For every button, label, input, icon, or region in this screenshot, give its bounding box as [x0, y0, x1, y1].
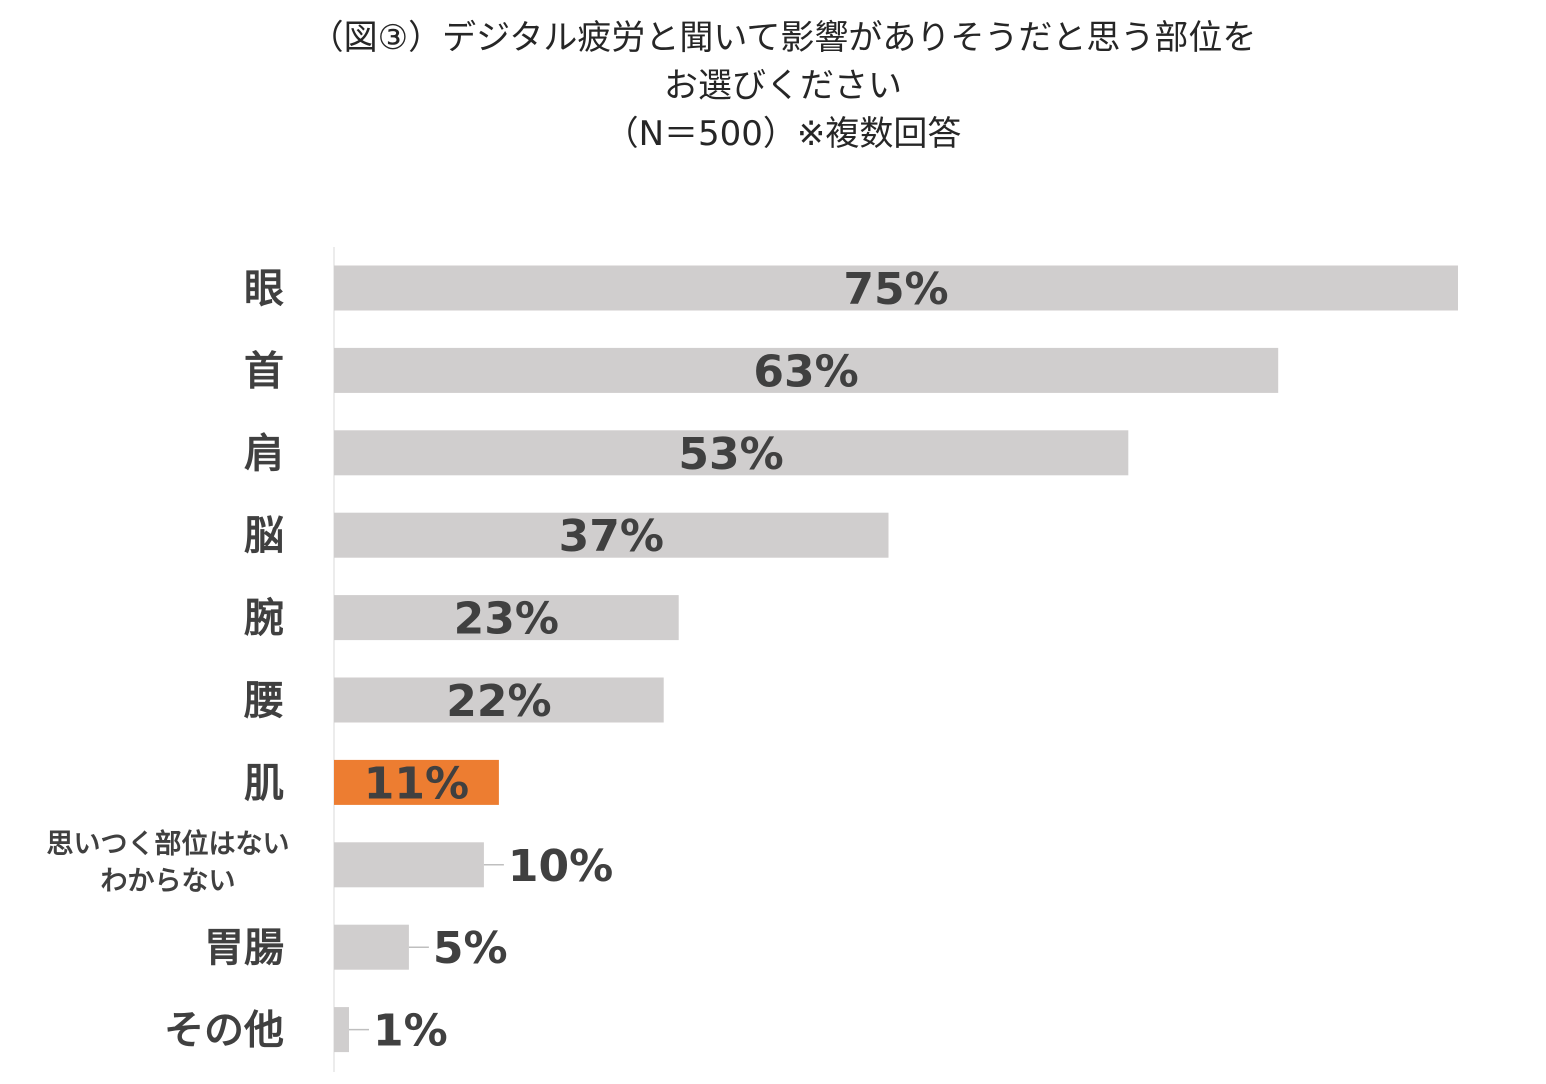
value-label-4: 37%: [559, 511, 664, 562]
bar-10: [334, 1007, 349, 1053]
category-label-8-line-1: 思いつく部位はない: [47, 828, 290, 860]
value-label-3: 53%: [678, 429, 783, 480]
category-label-4: 脳: [244, 513, 284, 559]
bar-1: [334, 265, 1458, 311]
category-label-7: 肌: [244, 760, 284, 806]
value-label-6: 22%: [446, 676, 551, 727]
category-label-3: 肩: [244, 431, 284, 477]
bar-3: [334, 430, 1129, 476]
category-label-9: 胃腸: [204, 925, 284, 971]
chart-title-line-1: （図③）デジタル疲労と聞いて影響がありそうだと思う部位を: [309, 18, 1257, 58]
bar-8: [334, 842, 484, 888]
value-label-10: 1%: [373, 1006, 448, 1057]
value-label-1: 75%: [843, 264, 948, 315]
value-label-5: 23%: [454, 594, 559, 645]
category-label-1: 眼: [244, 266, 284, 312]
bar-6: [334, 677, 664, 723]
value-label-9: 5%: [433, 923, 508, 974]
chart-title: （図③）デジタル疲労と聞いて影響がありそうだと思う部位を お選びください （N＝…: [0, 14, 1546, 158]
value-label-2: 63%: [753, 346, 858, 397]
category-label-8-line-2: わからない: [101, 866, 236, 897]
chart-title-line-3: （N＝500）※複数回答: [604, 114, 962, 154]
bar-7: [334, 759, 499, 805]
category-label-5: 腕: [244, 596, 284, 642]
bar-2: [334, 347, 1279, 393]
category-label-6: 腰: [243, 678, 284, 724]
bar-4: [334, 512, 889, 558]
bar-5: [334, 595, 679, 641]
value-label-8: 10%: [508, 841, 613, 892]
chart-title-line-2: お選びください: [664, 66, 902, 106]
category-label-10: その他: [164, 1008, 284, 1054]
bar-9: [334, 924, 409, 970]
value-label-7: 11%: [364, 758, 469, 809]
category-label-2: 首: [244, 348, 284, 394]
